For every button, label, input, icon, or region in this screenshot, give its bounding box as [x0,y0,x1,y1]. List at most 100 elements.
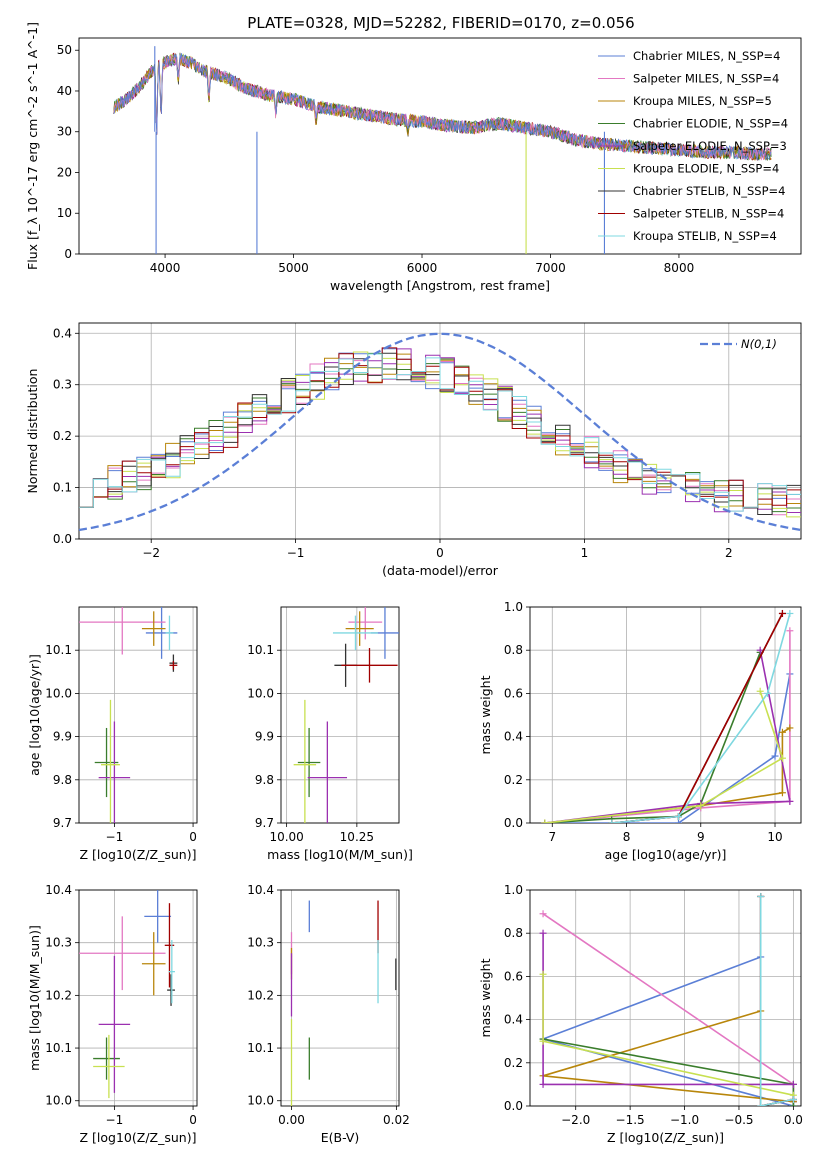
age_vs_Z-axes: −1 0 9.7 9.8 9.9 10.0 10.1 Z [log10(Z/Z_sun)] ag… [27,606,198,862]
weight_vs_age-marker-5-2 [697,802,705,810]
weight_vs_age-marker-5-0 [756,687,764,695]
residuals-xtick-label-4: 2 [725,546,733,560]
weight_vs_age-xtick-label-3: 10 [767,830,782,844]
weight_vs_Z-axes: −2.0 −1.5 −1.0 −0.5 0.0 0.0 0.2 0.4 0.6 0.8 1.0 Z [… [478,883,803,1145]
weight_vs_age-xtick-label-2: 9 [697,830,705,844]
mass_vs_Z-ytick-label-2: 10.2 [45,988,72,1002]
age_vs_mass-point-4 [307,721,348,823]
weight_vs_age-ytick-label-5: 1.0 [504,600,523,614]
weight_vs_age-xtick-label-1: 8 [623,830,631,844]
age_vs_Z-point-5 [101,699,120,823]
figure-title: PLATE=0328, MJD=52282, FIBERID=0170, z=0… [247,14,634,32]
weight_vs_age-marker-8-3 [608,819,616,823]
weight_vs_age-marker-0-1 [771,752,779,760]
spectrum-xtick-label-0: 4000 [150,261,181,275]
weight_vs_Z-line-1 [542,913,795,1102]
mass_vs_Z-xtick-label-1: 0 [189,1113,197,1127]
mass_vs_EBV-frame [280,889,400,1107]
weight_vs_age-marker-2-1 [778,728,786,736]
weight_vs_age-marker-7-0 [778,609,786,617]
age_vs_mass-xtick-label-1: 10.25 [340,830,374,844]
weight_vs_age-marker-1-0 [786,627,794,635]
mass_vs_EBV-ytick-label-1: 10.1 [247,1041,274,1055]
residuals-ytick-label-2: 0.2 [53,429,72,443]
age_vs_Z-point-8 [165,615,174,651]
spectrum-xtick-label-2: 6000 [407,261,438,275]
age_vs_mass-point-1 [348,607,383,640]
residuals-hist-8 [79,353,801,512]
residuals-ylabel: Normed distribution [25,369,40,494]
age_vs_Z-ytick-label-1: 9.8 [53,773,72,787]
mass_vs_EBV-xlabel: E(B-V) [321,1130,360,1145]
age_vs_mass-ytick-label-3: 10.0 [247,686,274,700]
age_vs_Z-point-1 [79,607,166,655]
weight_vs_Z-marker-8-2 [789,1096,797,1104]
spectrum-ytick-label-3: 30 [57,125,72,139]
weight_vs_Z-marker-4-1 [539,1080,547,1088]
weight_vs_age-marker-2-0 [786,724,794,732]
age_vs_mass-axes: 10.00 10.25 9.7 9.8 9.9 10.0 10.1 mass [log10(M… [247,606,413,862]
age_vs_mass-xlabel: mass [log10(M/M_sun)] [267,847,413,862]
spectrum-ytick-label-0: 0 [64,247,72,261]
weight_vs_age-line-4 [544,650,791,823]
weight_vs_Z-marker-1-0 [539,910,547,918]
weight_vs_age-line-3 [544,652,761,823]
weight_vs_Z-xlabel: Z [log10(Z/Z_sun)] [607,1130,724,1145]
weight_vs_age-marker-8-2 [674,813,682,821]
weight_vs_Z-xtick-label-4: 0.0 [784,1113,803,1127]
weight_vs_age-line-8 [611,613,791,823]
mass_vs_Z-point-4 [98,955,131,1093]
age_vs_Z-xtick-label-0: −1 [106,830,124,844]
residuals-legend-label: N(0,1) [741,337,777,351]
spectrum-axes: 4000 5000 6000 7000 8000 0 10 20 30 40 50 wavelengt… [25,22,802,293]
weight_vs_Z-ytick-label-1: 0.2 [504,1056,523,1070]
weight_vs_age-frame [529,606,802,824]
weight_vs_age-ytick-label-0: 0.0 [504,816,523,830]
age_vs_mass-frame [280,606,400,824]
weight_vs_age-marker-5-1 [778,754,786,762]
age_vs_Z-point-4 [98,721,131,823]
residuals-ytick-label-1: 0.1 [53,481,72,495]
age_vs_Z-ytick-label-2: 9.9 [53,730,72,744]
spectrum-ytick-label-4: 40 [57,84,72,98]
mass_vs_Z-ytick-label-3: 10.3 [45,936,72,950]
mass_vs_Z-ytick-label-1: 10.1 [45,1041,72,1055]
mass_vs_Z-frame [78,889,198,1107]
weight_vs_Z-marker-8-1 [757,1102,765,1106]
residuals-ytick-label-4: 0.4 [53,326,72,340]
weight_vs_Z-marker-5-1 [539,1037,547,1045]
mass_vs_Z-point-6 [167,974,175,1006]
weight_vs_age-ytick-label-1: 0.2 [504,773,523,787]
mass_vs_EBV-axes: 0.00 0.02 10.0 10.1 10.2 10.3 10.4 E(B-V) [247,883,409,1145]
residuals-xtick-label-1: −1 [287,546,305,560]
age_vs_mass-ytick-label-1: 9.8 [255,773,274,787]
weight_vs_Z-marker-4-0 [539,929,547,937]
mass_vs_EBV-ytick-label-0: 10.0 [247,1094,274,1108]
age_vs_Z-ytick-label-0: 9.7 [53,816,72,830]
weight_vs_Z-xtick-label-3: −0.5 [724,1113,753,1127]
weight_vs_age-ytick-label-3: 0.6 [504,686,523,700]
spectrum-xtick-label-1: 5000 [278,261,309,275]
weight_vs_age-ytick-label-4: 0.8 [504,643,523,657]
mass_vs_Z-ylabel: mass [log10(M/M_sun)] [27,925,42,1071]
residuals-xtick-label-3: 1 [581,546,589,560]
residuals-axes: −2 −1 0 1 2 0.0 0.1 0.2 0.3 0.4 (data-model)/error… [25,322,802,578]
spectrum-legend-label-5: Kroupa ELODIE, N_SSP=4 [633,162,779,176]
spectrum-frame [78,37,802,255]
spectrum-legend-label-7: Salpeter STELIB, N_SSP=4 [633,207,784,221]
weight_vs_age-marker-4-0 [756,646,764,654]
weight_vs_Z-marker-4-2 [789,1080,797,1088]
mass_vs_EBV-ytick-label-4: 10.4 [247,883,274,897]
spectrum-legend-label-1: Salpeter MILES, N_SSP=4 [633,72,779,86]
weight_vs_age-marker-4-1 [786,797,794,805]
age_vs_Z-ylabel: age [log10(age/yr)] [27,654,42,776]
weight_vs_Z-ytick-label-0: 0.0 [504,1099,523,1113]
weight_vs_Z-xtick-label-1: −1.5 [616,1113,645,1127]
weight_vs_age-xlabel: age [log10(age/yr)] [605,847,727,862]
age_vs_Z-ytick-label-4: 10.1 [45,643,72,657]
weight_vs_age-xtick-label-0: 7 [548,830,556,844]
mass_vs_Z-ytick-label-0: 10.0 [45,1094,72,1108]
weight_vs_age-axes: 7 8 9 10 0.0 0.2 0.4 0.6 0.8 1.0 age [log10(age/yr… [478,600,802,862]
spectrum-series-0 [113,53,772,161]
weight_vs_Z-xtick-label-2: −1.0 [670,1113,699,1127]
